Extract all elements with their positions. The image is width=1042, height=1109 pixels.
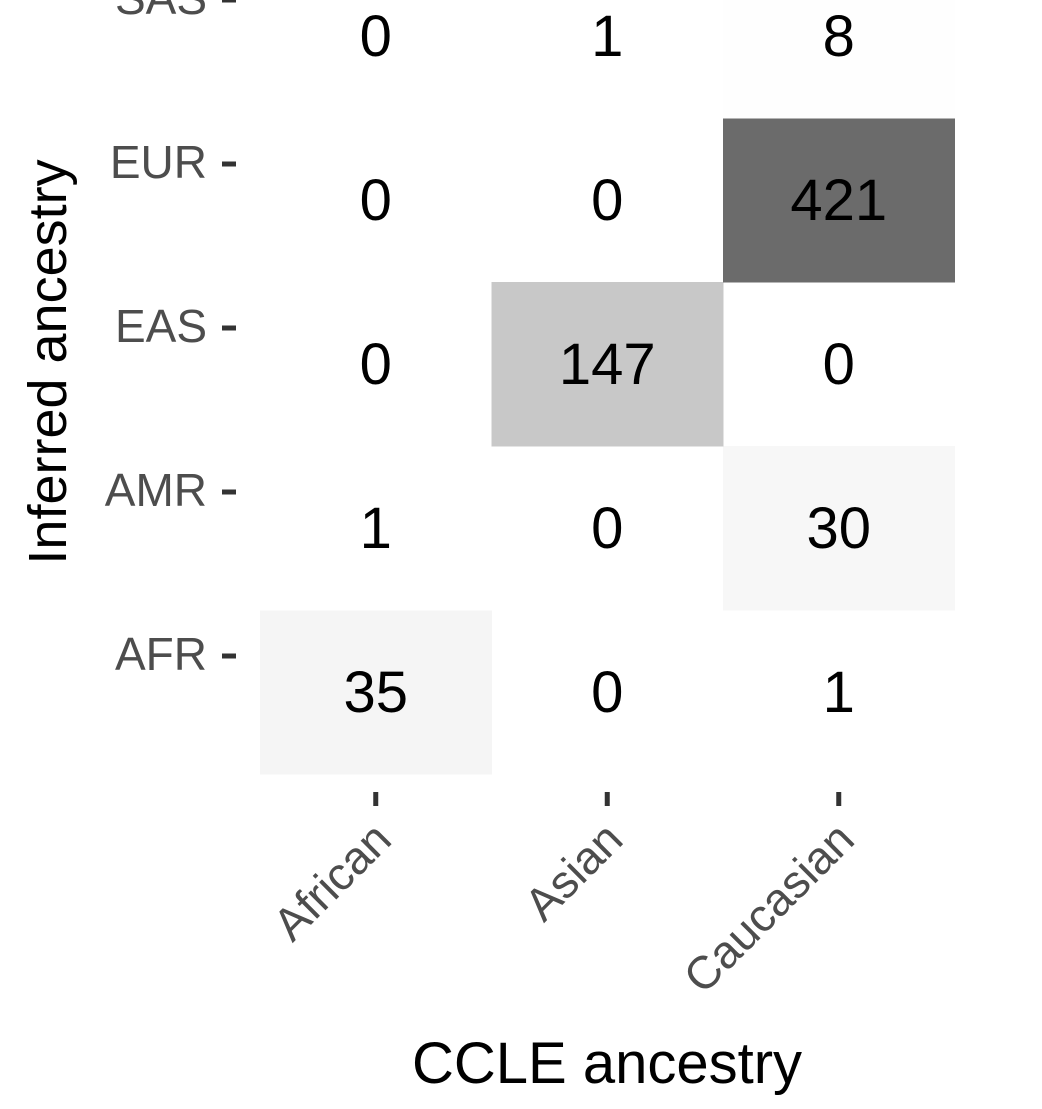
heatmap-cells [260,0,955,775]
x-tick-label-african: African [263,812,401,950]
y-tick-label-afr: AFR [115,628,207,680]
y-axis: AFR AMR EAS EUR SAS [105,0,236,680]
y-tick-label-eas: EAS [115,300,207,352]
heatmap-cell-sas-caucasian [723,0,955,119]
y-tick-label-amr: AMR [105,464,207,516]
x-axis: African Asian Caucasian [263,792,864,1003]
x-tick-label-asian: Asian [514,812,632,930]
heatmap-cell-afr-caucasian [723,610,955,775]
x-tick-label-caucasian: Caucasian [673,812,863,1002]
y-tick-label-sas: SAS [115,0,207,24]
cell-value-label: 35 [343,660,408,725]
cell-value-label: 0 [591,496,623,561]
cell-value-label: 30 [806,496,871,561]
heatmap-cell-eur-caucasian [723,118,955,283]
cell-value-label: 0 [360,4,392,69]
heatmap-cell-amr-african [260,446,492,611]
cell-value-label: 0 [823,332,855,397]
cell-value-label: 1 [591,4,623,69]
cell-value-label: 421 [790,168,887,233]
y-tick-label-eur: EUR [110,136,207,188]
heatmap-cell-eas-asian [491,282,724,447]
cell-value-label: 0 [591,168,623,233]
cell-value-label: 8 [823,4,855,69]
cell-value-labels: 35 0 1 1 0 30 0 147 0 0 0 421 0 1 8 [343,4,887,725]
heatmap-cell-sas-asian [491,0,724,119]
cell-value-label: 0 [591,660,623,725]
cell-value-label: 147 [559,332,656,397]
x-axis-title: CCLE ancestry [412,1031,802,1096]
heatmap-cell-amr-caucasian [723,446,955,611]
cell-value-label: 1 [360,496,392,561]
cell-value-label: 1 [823,660,855,725]
heatmap-cell-afr-african [260,610,492,775]
y-axis-title: Inferred ancestry [18,159,78,564]
cell-value-label: 0 [360,332,392,397]
cell-value-label: 0 [360,168,392,233]
